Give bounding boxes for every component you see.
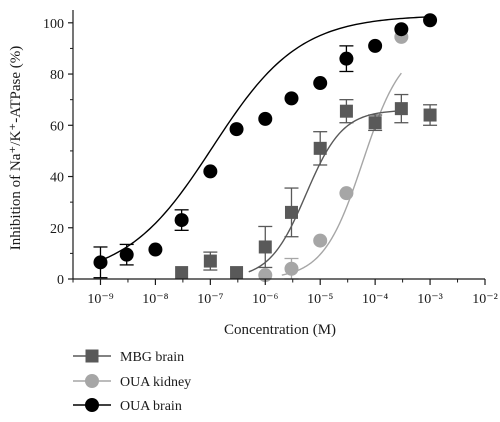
data-point [174,213,189,228]
data-point [423,108,437,122]
data-point [175,266,189,280]
data-point [258,111,273,126]
data-point [258,240,272,254]
x-tick-label: 10⁻² [472,292,498,307]
data-point [368,116,382,130]
y-tick-label: 40 [50,171,64,186]
fit-curve [281,72,402,276]
data-point [148,242,163,257]
data-point [229,122,244,137]
data-point [313,233,328,248]
x-axis-label: Concentration (M) [224,322,336,338]
y-tick-label: 60 [50,119,64,134]
y-tick-label: 20 [50,222,64,237]
legend-label: MBG brain [120,350,184,365]
legend-marker [85,349,99,363]
x-tick-label: 10⁻⁷ [197,292,223,307]
fit-curve [100,16,431,262]
legend-label: OUA brain [120,399,182,414]
y-tick-label: 0 [57,273,64,288]
x-tick-label: 10⁻⁹ [87,292,113,307]
data-point [119,247,134,262]
y-tick-label: 100 [43,17,64,32]
data-point [284,261,299,276]
data-point [394,102,408,116]
x-tick-label: 10⁻⁵ [307,292,333,307]
data-point [203,254,217,268]
axes: 0 20 40 60 80 100 10⁻⁹ 10⁻⁸ 10⁻⁷ 10⁻⁶ 10⁻⁵ 10⁻⁴ 10⁻³… [43,10,498,307]
data-point [423,13,438,28]
x-tick-label: 10⁻⁶ [252,292,278,307]
data-point [230,266,244,280]
data-point [394,22,409,37]
data-point [313,76,328,91]
legend-marker [85,398,99,412]
legend-marker [85,374,99,388]
data-point [93,255,108,270]
x-tick-label: 10⁻⁴ [362,292,388,307]
legend: MBG brain OUA kidney OUA brain [73,349,191,414]
data-point [284,91,299,106]
data-point [339,104,353,118]
data-point [284,205,298,219]
x-tick-label: 10⁻³ [417,292,443,307]
legend-label: OUA kidney [120,375,191,390]
data-point [313,141,327,155]
y-axis-label: Inhibition of Na⁺/K⁺-ATPase (%) [8,46,24,251]
y-tick-label: 80 [50,68,64,83]
data-point [368,38,383,53]
x-tick-label: 10⁻⁸ [142,292,168,307]
data-point [339,51,354,66]
plot-area [93,13,438,283]
data-point [339,186,354,201]
data-point [203,164,218,179]
